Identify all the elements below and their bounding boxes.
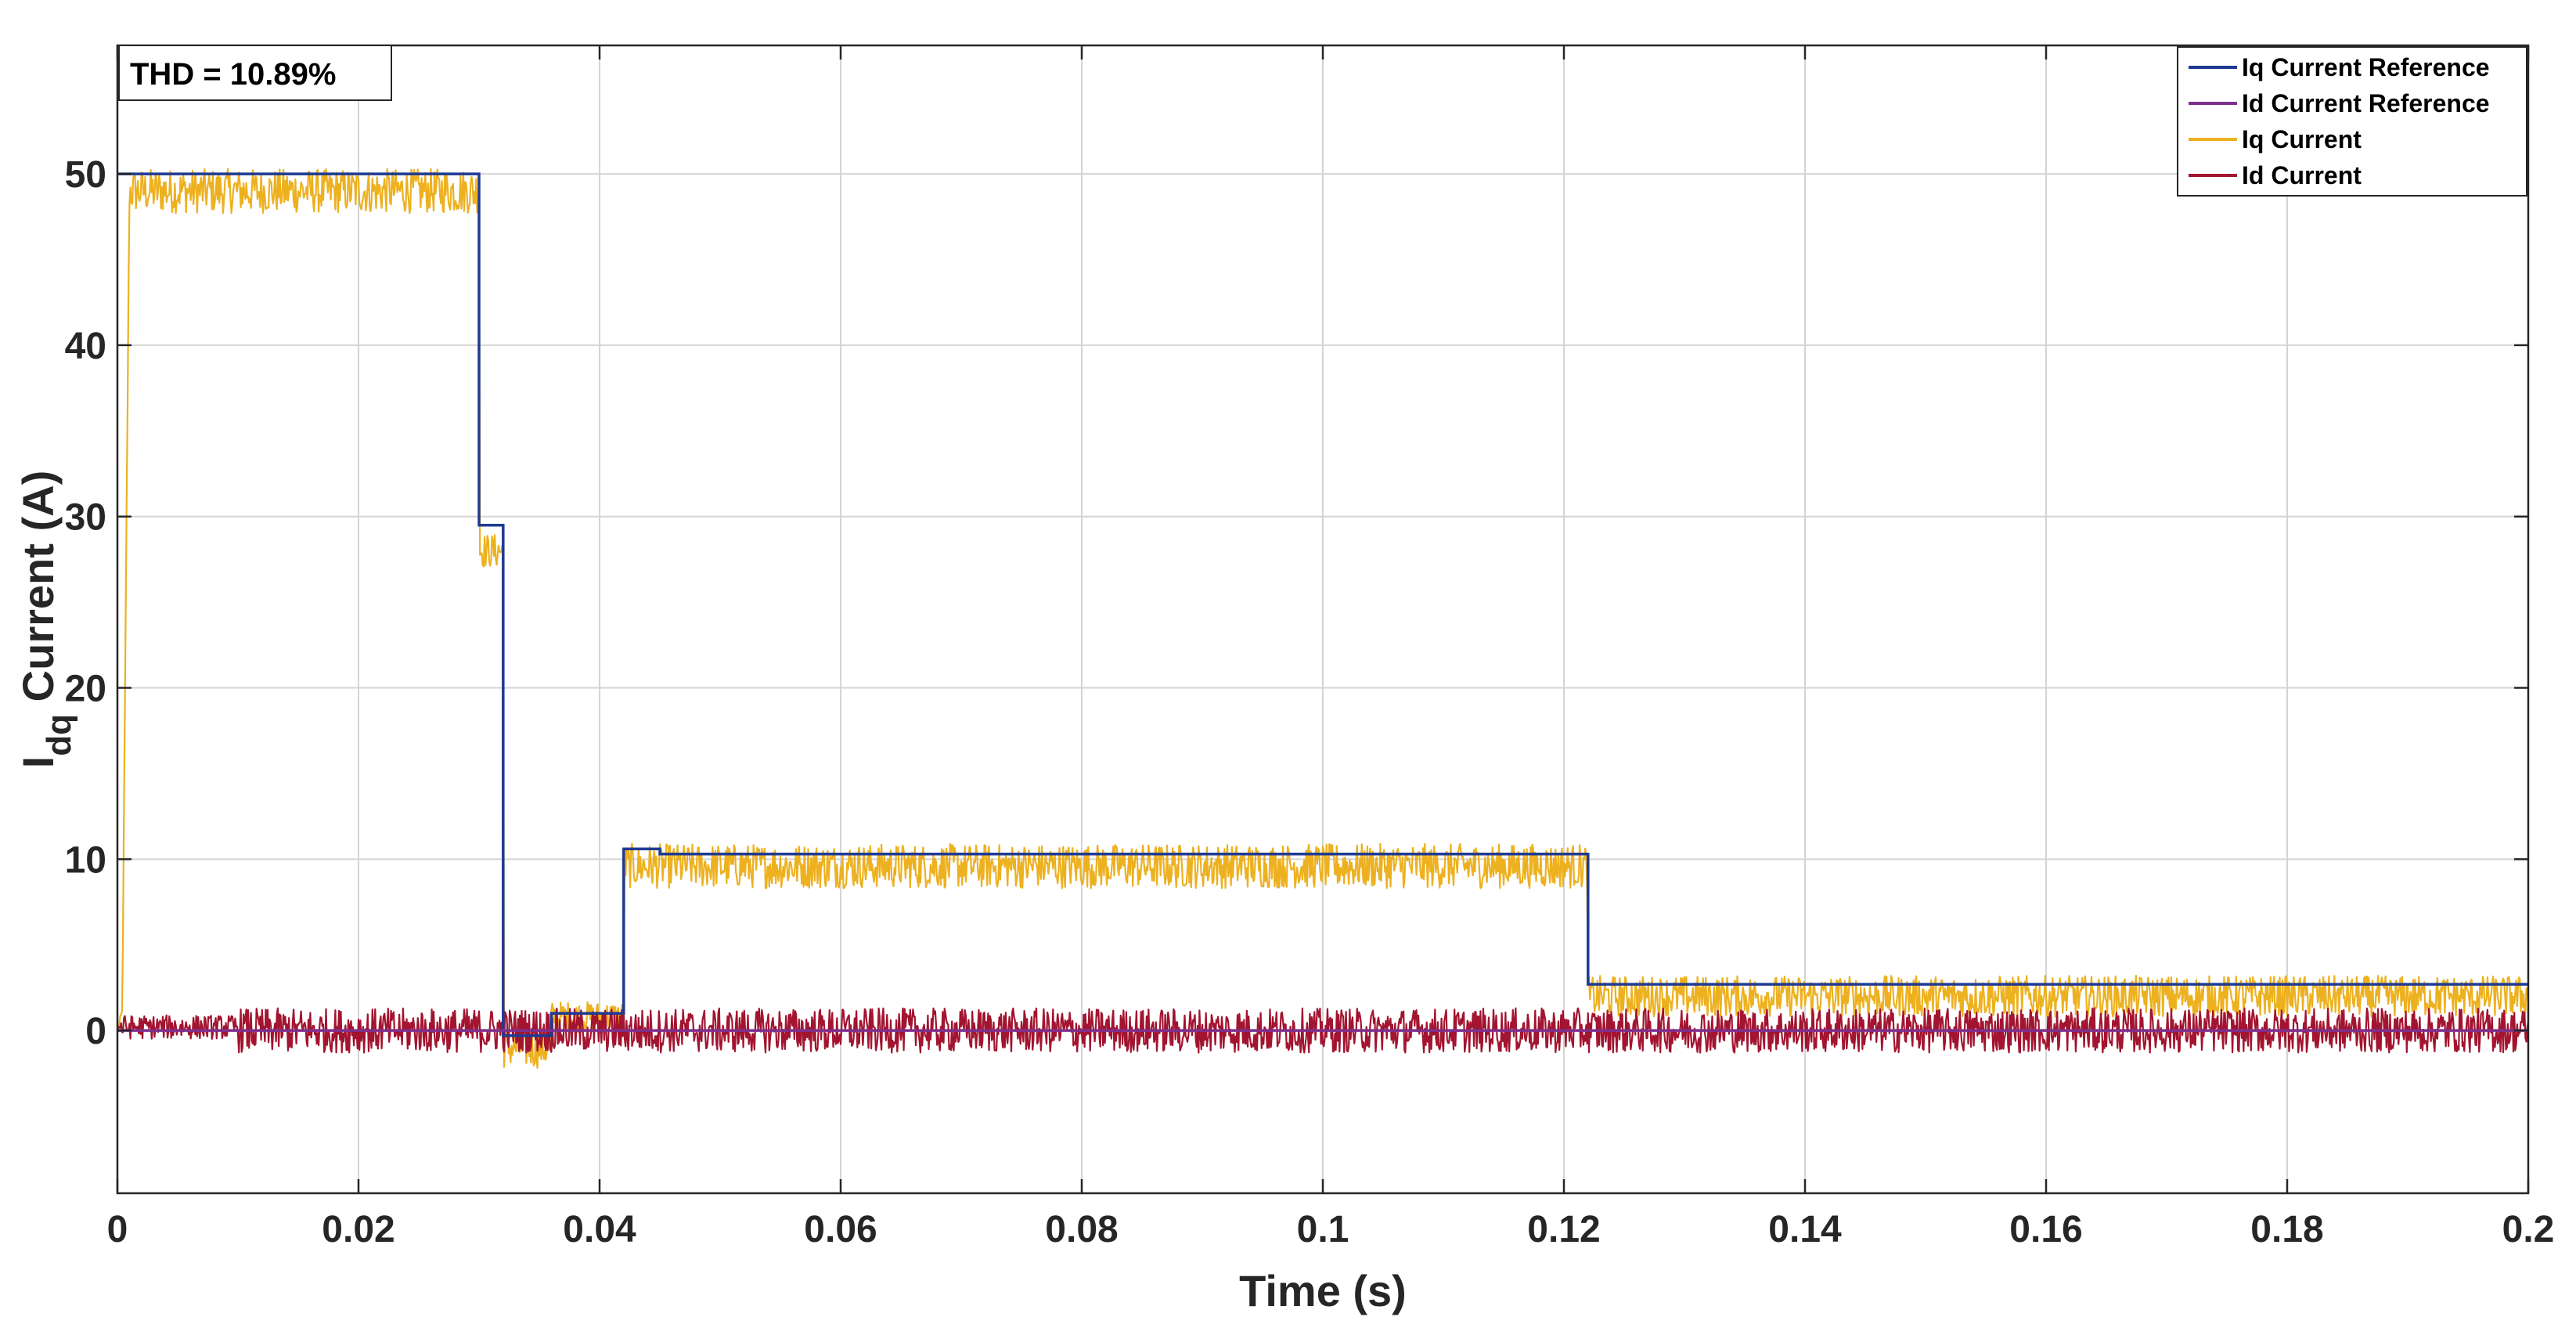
legend-label: Iq Current (2242, 125, 2362, 153)
x-tick-label: 0.02 (322, 1209, 395, 1250)
legend-box (2177, 46, 2527, 197)
legend: Iq Current Reference Id Current Reference… (2177, 46, 2527, 197)
x-tick-label: 0.14 (1768, 1209, 1842, 1250)
series-line-iq-current-reference (117, 172, 2528, 1037)
y-tick-label: 0 (85, 1011, 106, 1052)
y-tick-label: 30 (65, 497, 106, 539)
y-axis-title-base: I (13, 756, 63, 769)
y-tick-label: 40 (65, 326, 106, 367)
y-tick-label: 50 (65, 154, 106, 196)
y-axis-title-rest: Current (A) (13, 471, 63, 714)
series-layer (116, 168, 2530, 1069)
x-tick-label: 0.06 (804, 1209, 877, 1250)
x-axis-title-group: Time (s) (1239, 1266, 1407, 1315)
legend-entry-iq-current: Iq Current (2189, 125, 2362, 153)
tick-layer: 0 0.02 0.04 0.06 0.08 0.1 0.12 0.14 0.16 0.18 0.2 0… (65, 45, 2555, 1250)
x-axis-title: Time (s) (1239, 1266, 1407, 1315)
y-tick-label: 10 (65, 839, 106, 881)
y-axis-title-subscript: dq (40, 714, 78, 756)
legend-entry-id-current: Id Current (2189, 161, 2362, 189)
legend-entry-id-current-reference: Id Current Reference (2189, 89, 2490, 117)
x-tick-label: 0.08 (1045, 1209, 1118, 1250)
x-tick-label: 0.18 (2250, 1209, 2323, 1250)
x-tick-label: 0.1 (1297, 1209, 1349, 1250)
thd-annotation: THD = 10.89% (118, 45, 392, 101)
x-tick-label: 0.04 (563, 1209, 636, 1250)
thd-annotation-text: THD = 10.89% (130, 57, 336, 92)
x-tick-label: 0.2 (2502, 1209, 2555, 1250)
x-tick-label: 0.12 (1527, 1209, 1600, 1250)
legend-entry-iq-current-reference: Iq Current Reference (2189, 53, 2490, 81)
x-tick-label: 0 (107, 1209, 128, 1250)
x-tick-label: 0.16 (2009, 1209, 2082, 1250)
thd-annotation-box (118, 45, 392, 101)
legend-label: Id Current Reference (2242, 89, 2490, 117)
series-line-id-current (116, 1007, 2530, 1054)
legend-entries: Iq Current Reference Id Current Reference… (2189, 53, 2490, 189)
y-axis-title-group: Idq Current (A) (13, 471, 78, 768)
y-tick-label: 20 (65, 669, 106, 710)
legend-label: Id Current (2242, 161, 2362, 189)
y-axis-title: Idq Current (A) (13, 471, 78, 768)
legend-label: Iq Current Reference (2242, 53, 2490, 81)
